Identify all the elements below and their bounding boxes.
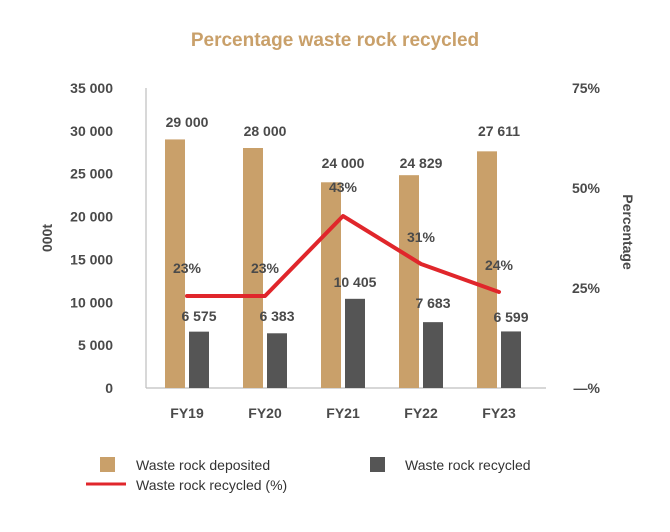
bar-waste-rock-recycled [345,298,365,388]
y-tick-label: 15 000 [70,251,113,267]
x-tick-label: FY21 [326,405,360,421]
legend: Waste rock deposited Waste rock recycled W… [86,457,531,493]
axes: 0 5 000 10 000 15 000 20 000 25 000 30 000 35 0… [39,80,636,421]
data-label-deposited: 28 000 [244,123,287,139]
y2-axis-title: Percentage [620,194,636,270]
bar-waste-rock-recycled [423,322,443,388]
bars [165,139,521,388]
bar-waste-rock-deposited [243,148,263,388]
bar-waste-rock-recycled [267,333,287,388]
x-tick-label: FY19 [170,405,204,421]
chart-title: Percentage waste rock recycled [191,30,479,51]
percentage-line [185,214,501,298]
data-label-deposited: 29 000 [166,114,209,130]
y-tick-label: 0 [105,380,113,396]
line-waste-rock-recycled-pct [185,214,501,298]
legend-label-percentage: Waste rock recycled (%) [136,477,287,493]
data-labels: 29 000 6 575 23% 28 000 6 383 23% 24 000 10 405… [166,114,529,325]
legend-label-recycled: Waste rock recycled [405,457,531,473]
bar-waste-rock-deposited [399,175,419,388]
legend-swatch-recycled [370,457,385,472]
bar-waste-rock-recycled [189,331,209,388]
data-label-percentage: 23% [251,260,280,276]
data-label-percentage: 43% [329,179,358,195]
y-tick-label: 5 000 [78,337,113,353]
y2-tick-label: —% [574,380,601,396]
data-label-recycled: 6 383 [259,308,294,324]
legend-swatch-deposited [100,457,115,472]
data-label-recycled: 10 405 [334,274,377,290]
y2-tick-label: 75% [572,80,601,96]
data-label-percentage: 23% [173,260,202,276]
y2-tick-label: 25% [572,280,601,296]
data-label-recycled: 6 575 [181,308,216,324]
data-label-percentage: 31% [407,229,436,245]
data-label-deposited: 24 000 [322,155,365,171]
data-label-deposited: 24 829 [400,155,443,171]
y-tick-label: 20 000 [70,209,113,225]
x-tick-label: FY20 [248,405,282,421]
data-label-percentage: 24% [485,257,514,273]
legend-label-deposited: Waste rock deposited [136,457,270,473]
data-label-recycled: 6 599 [493,309,528,325]
y-tick-label: 25 000 [70,166,113,182]
data-label-recycled: 7 683 [415,295,450,311]
x-tick-label: FY23 [482,405,516,421]
bar-waste-rock-deposited [165,139,185,388]
data-label-deposited: 27 611 [478,123,520,139]
bar-waste-rock-recycled [501,331,521,388]
y-tick-label: 30 000 [70,123,113,139]
y2-tick-label: 50% [572,180,601,196]
y-tick-label: 35 000 [70,80,113,96]
x-tick-label: FY22 [404,405,438,421]
bar-waste-rock-deposited [477,151,497,388]
y-tick-label: 10 000 [70,294,113,310]
y-axis-title: 000t [39,224,55,252]
